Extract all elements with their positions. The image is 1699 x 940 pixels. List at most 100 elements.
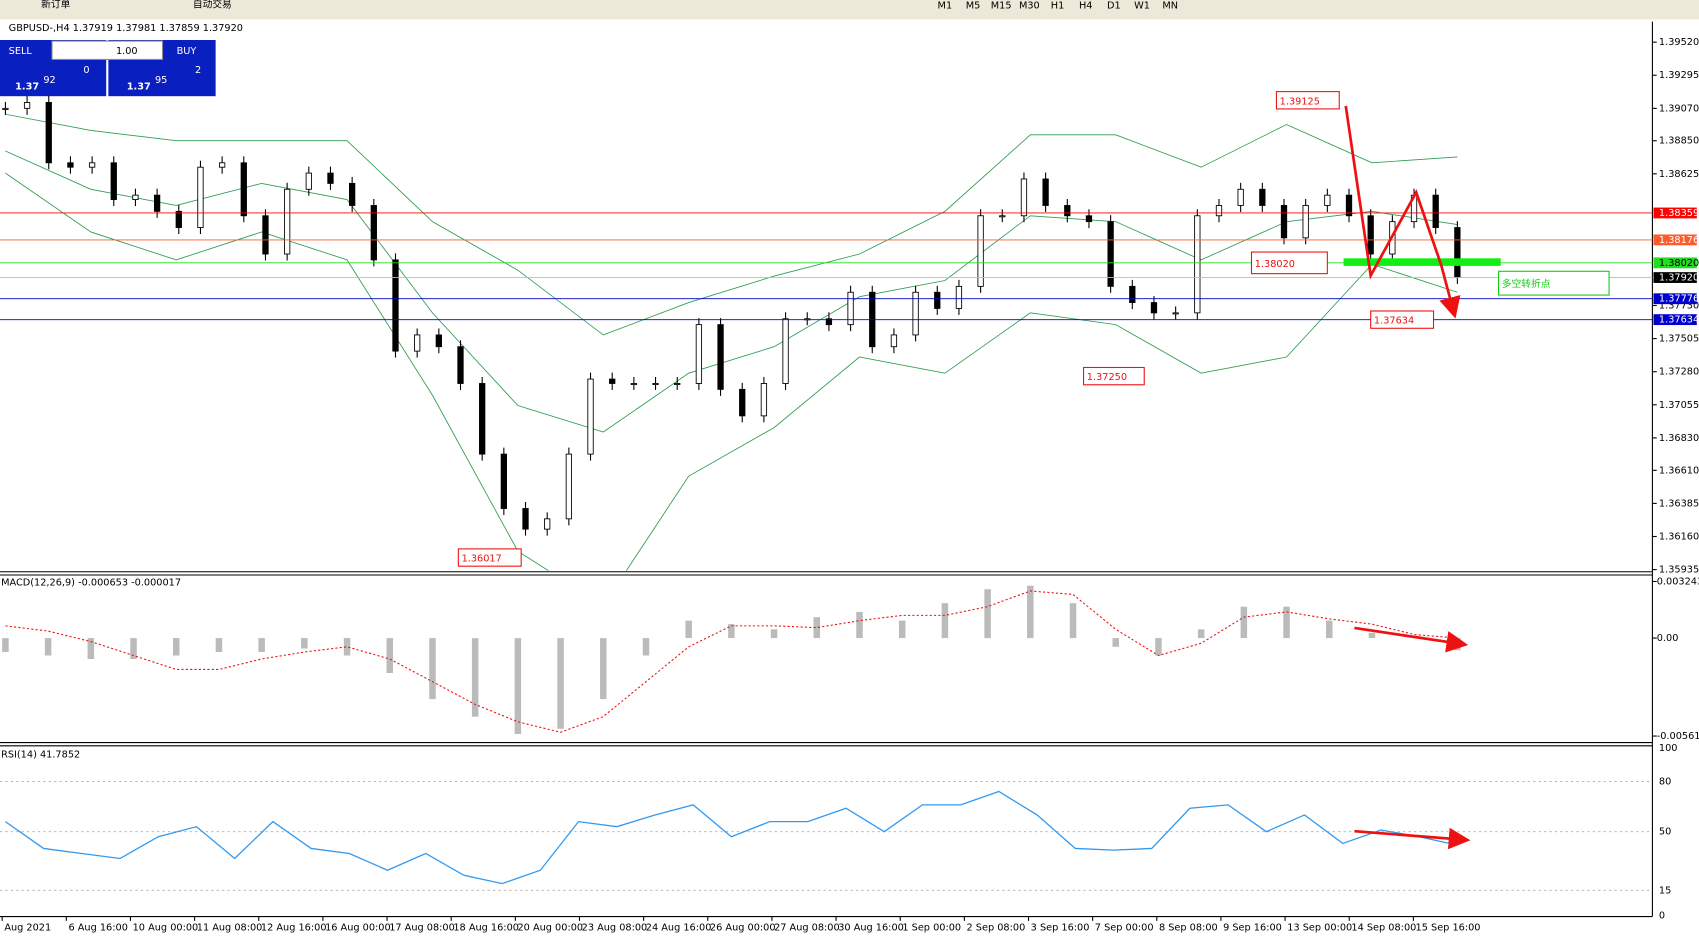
- y-tick-label: -0.005616: [1657, 731, 1699, 742]
- x-tick-label: 24 Aug 16:00: [646, 922, 712, 933]
- y-tick-label: 0.00: [1657, 633, 1679, 644]
- y-tick-label: 1.38625: [1659, 169, 1699, 180]
- candle-body: [695, 324, 703, 384]
- timeframe-button[interactable]: M1: [938, 0, 953, 11]
- candle-body: [153, 194, 161, 212]
- y-tick-label: 1.37505: [1659, 334, 1699, 345]
- bollinger-band: [5, 150, 1458, 433]
- candle-body: [1345, 194, 1353, 217]
- annotation-label: 1.36017: [462, 554, 502, 565]
- candle-body: [500, 453, 507, 509]
- level-label: 1.37634: [1659, 315, 1699, 326]
- timeframe-button[interactable]: H1: [1051, 0, 1065, 11]
- candle-body: [825, 318, 833, 326]
- macd-signal: [5, 590, 1458, 733]
- x-tick-label: 8 Sep 08:00: [1159, 922, 1218, 933]
- sell-button[interactable]: SELL: [9, 46, 33, 57]
- candle-body: [1172, 312, 1179, 315]
- annotation-box: [457, 548, 522, 567]
- candle-body: [1302, 205, 1309, 239]
- annotation-label: 1.39125: [1280, 96, 1320, 107]
- trend-arrow: [1344, 105, 1461, 319]
- candle-body: [305, 172, 312, 190]
- y-tick-label: 1.35935: [1659, 565, 1699, 576]
- x-tick-label: 12 Aug 16:00: [261, 922, 327, 933]
- trend-arrow: [1354, 827, 1471, 850]
- candle-body: [370, 205, 377, 261]
- volume: 1.00: [116, 46, 138, 57]
- y-tick-label: 0.003243: [1657, 576, 1699, 587]
- price-big: 95: [155, 75, 167, 86]
- price-small: 2: [195, 65, 201, 76]
- timeframe-button[interactable]: H4: [1079, 0, 1093, 11]
- timeframe-button[interactable]: M30: [1019, 0, 1040, 11]
- y-tick-label: 50: [1659, 827, 1671, 838]
- x-tick-label: 17 Aug 08:00: [389, 922, 455, 933]
- candle-body: [1237, 188, 1244, 206]
- level-tag: [1653, 314, 1697, 326]
- candle-body: [1042, 178, 1049, 206]
- candle-body: [175, 210, 182, 228]
- y-tick-label: 1.36610: [1659, 465, 1699, 476]
- candle-body: [1064, 205, 1071, 217]
- candle-body: [88, 162, 96, 168]
- candle-body: [479, 383, 486, 455]
- timeframe-button[interactable]: W1: [1134, 0, 1150, 11]
- candle-body: [197, 166, 204, 228]
- candle-body: [587, 378, 594, 455]
- candle-body: [1020, 178, 1028, 217]
- chart-bg: [0, 19, 1699, 937]
- indicator-label: MACD(12,26,9) -0.000653 -0.000017: [1, 578, 181, 589]
- candle-body: [132, 194, 139, 201]
- x-tick-label: 30 Aug 16:00: [838, 922, 904, 933]
- candle-body: [1150, 302, 1158, 314]
- price-prefix: 1.37: [127, 81, 151, 92]
- annotation-box: [1083, 366, 1145, 386]
- candle-body: [1194, 215, 1201, 314]
- annotation-label: 1.37634: [1374, 316, 1414, 327]
- price-prefix: 1.37: [15, 81, 39, 92]
- x-tick-label: 1 Sep 00:00: [902, 922, 961, 933]
- x-tick-label: 3 Sep 16:00: [1031, 922, 1090, 933]
- level-label: 1.38020: [1659, 258, 1699, 269]
- candle-body: [847, 291, 854, 326]
- candle-body: [1324, 194, 1331, 206]
- trend-arrow: [1354, 626, 1469, 653]
- rsi-line: [5, 790, 1458, 885]
- candle-body: [349, 182, 356, 206]
- x-tick-label: 27 Aug 08:00: [774, 922, 840, 933]
- note-box: [1498, 270, 1610, 296]
- toolbar-button: 自动交易: [193, 0, 232, 10]
- timeframe-button[interactable]: M5: [966, 0, 981, 11]
- candle-body: [522, 508, 529, 530]
- x-tick-label: 23 Aug 08:00: [582, 922, 648, 933]
- candle-body: [652, 383, 659, 385]
- candle-body: [890, 334, 898, 348]
- x-tick-label: Aug 2021: [4, 922, 51, 933]
- annotation-box: [1250, 251, 1328, 275]
- x-tick-label: 6 Aug 16:00: [68, 922, 127, 933]
- level-tag: [1653, 293, 1697, 305]
- candle-body: [67, 162, 74, 168]
- toolbar: [0, 0, 1699, 20]
- candle-body: [999, 215, 1006, 218]
- candle-body: [1454, 227, 1461, 278]
- y-tick-label: 1.39520: [1659, 37, 1699, 48]
- candle-body: [934, 291, 941, 309]
- candle-body: [717, 324, 724, 390]
- buy-button[interactable]: BUY: [177, 46, 197, 57]
- level-label: 1.37920: [1659, 273, 1699, 284]
- candle-body: [1280, 205, 1288, 239]
- candle-body: [1215, 205, 1223, 217]
- candle-body: [912, 291, 919, 336]
- timeframe-button[interactable]: D1: [1107, 0, 1121, 11]
- timeframe-button[interactable]: MN: [1162, 0, 1178, 11]
- y-tick-label: 1.37280: [1659, 367, 1699, 378]
- y-tick-label: 1.39070: [1659, 103, 1699, 114]
- x-tick-label: 15 Sep 16:00: [1416, 922, 1481, 933]
- y-tick-label: 1.37055: [1659, 400, 1699, 411]
- x-tick-label: 26 Aug 00:00: [710, 922, 776, 933]
- timeframe-button[interactable]: M15: [991, 0, 1012, 11]
- level-label: 1.37776: [1659, 294, 1699, 305]
